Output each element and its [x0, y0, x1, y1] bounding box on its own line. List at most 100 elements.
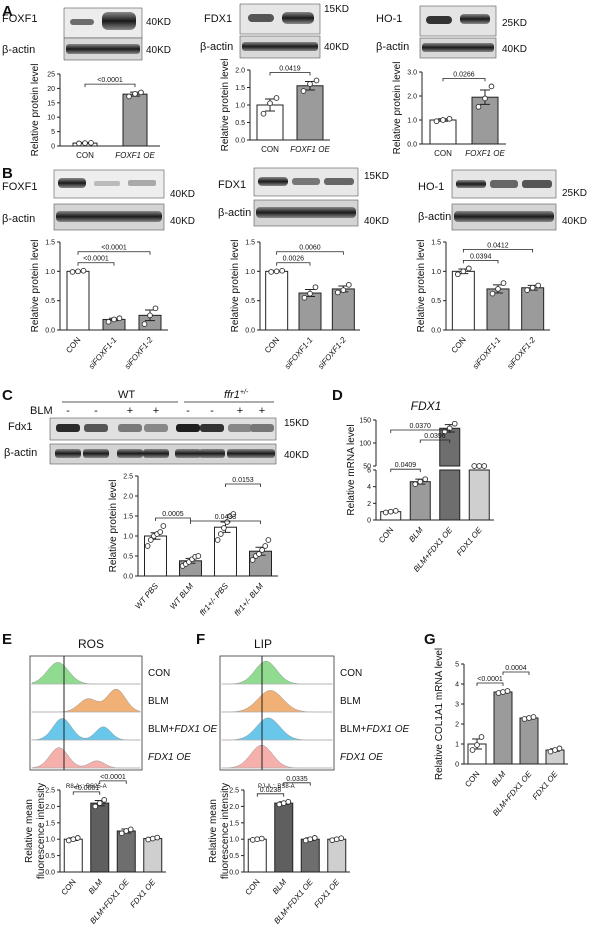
data-point: [481, 463, 488, 469]
data-point: [195, 553, 202, 559]
significance-bracket: [225, 483, 261, 487]
y-tick-label: 1.5: [45, 240, 55, 247]
y-tick-label: 2.5: [229, 788, 239, 795]
blot-band: [70, 19, 94, 25]
blot-bands-fdx1: [56, 424, 274, 432]
category-label: siFOXF1-2: [505, 335, 537, 371]
data-point: [526, 715, 532, 721]
p-value-label: 0.0394: [470, 253, 492, 260]
data-point: [101, 796, 108, 803]
hist-label: FDX1 OE: [340, 752, 383, 763]
data-point: [279, 267, 286, 274]
marker-40kd: 40KD: [146, 45, 171, 56]
y-tick-label: 1.5: [235, 85, 245, 92]
blot-band: [128, 180, 156, 186]
p-value-label: 0.0266: [453, 71, 475, 78]
p-value-label: 0.0433: [215, 514, 237, 521]
category-label: BLM: [407, 525, 425, 544]
data-point: [338, 835, 345, 842]
y-tick-label: 2.0: [123, 494, 133, 501]
blot-band: [143, 449, 169, 458]
label-foxf1: FOXF1: [2, 181, 37, 193]
hist-label: FDX1 OE: [148, 752, 191, 763]
category-label: BLM: [490, 769, 508, 788]
data-point: [217, 531, 224, 537]
bar: [327, 838, 347, 873]
significance-bracket: [77, 251, 151, 255]
category-label: WT PBS: [133, 581, 160, 611]
y-tick-label: 1.0: [431, 269, 441, 276]
blot-band: [292, 178, 320, 185]
category-label: FDX1 OE: [455, 525, 484, 558]
data-point: [469, 747, 476, 753]
y-tick-label: 2: [367, 501, 371, 508]
bar: [90, 802, 110, 873]
minus-sign: -: [66, 405, 70, 417]
data-point: [230, 511, 237, 517]
data-point: [249, 557, 256, 563]
label-ho1: HO-1: [376, 13, 402, 25]
data-point: [521, 716, 528, 722]
hist-label: BLM+FDX1 OE: [148, 724, 218, 735]
y-tick-label: 0.0: [407, 142, 417, 149]
bar: [468, 469, 490, 521]
data-point: [147, 312, 153, 319]
p-value-label: 0.0026: [283, 256, 305, 263]
y-tick-label: 15: [47, 100, 55, 107]
blot-band: [58, 178, 86, 188]
y-tick-label: 2: [455, 722, 459, 729]
blot-band: [242, 42, 318, 51]
significance-bracket: [256, 793, 285, 797]
bar: [66, 270, 90, 331]
data-point: [149, 835, 156, 842]
data-point: [440, 117, 446, 123]
category-label: FDX1 OE: [312, 877, 341, 910]
significance-bracket: [462, 260, 499, 264]
marker-40kd: 40KD: [502, 44, 527, 55]
plus-sign: +: [259, 405, 265, 417]
category-label: siFOXF1-2: [316, 335, 348, 371]
blot-band: [454, 211, 554, 222]
group-ffr1-label: ffr1+/-: [224, 389, 249, 401]
blot-band: [117, 449, 143, 458]
bar: [451, 270, 475, 331]
significance-bracket: [99, 780, 127, 784]
panel-label-b: B: [2, 165, 13, 182]
significance-bracket: [502, 671, 530, 675]
data-point: [285, 798, 292, 805]
hist-label: CON: [340, 668, 362, 679]
data-point: [82, 140, 88, 146]
chart-a1: 0 5 10 15 20 25 Relative protein level CON FOXF1…: [30, 64, 160, 160]
blot-band: [55, 449, 81, 458]
label-fdx1-mouse: Fdx1: [8, 421, 32, 433]
data-point: [260, 110, 267, 117]
plus-sign: +: [153, 405, 159, 417]
category-label: FOXF1 OE: [115, 151, 155, 160]
chart-c: 0.0 0.5 1.0 1.5 2.0 2.5 Relative protein level…: [108, 474, 278, 618]
bar: [331, 288, 355, 331]
significance-bracket: [72, 791, 101, 795]
y-tick-label: 2.0: [235, 68, 245, 75]
y-axis-label: Relative COL1A1 mRNA level: [434, 648, 445, 780]
data-point: [254, 836, 261, 843]
data-point: [392, 507, 399, 514]
data-point: [267, 100, 273, 107]
marker-25kd: 25KD: [562, 188, 587, 199]
blot-band: [200, 424, 224, 432]
data-point: [111, 316, 117, 323]
y-tick-label: 0.5: [123, 554, 133, 561]
y-tick-label: 1.5: [123, 514, 133, 521]
blot-b-ho1: HO-1 25KD β-actin 40KD: [418, 169, 587, 231]
data-point: [160, 523, 167, 529]
p-value-label: <0.0001: [477, 676, 503, 683]
y-tick-label: 6: [367, 468, 371, 475]
category-label: CON: [434, 149, 452, 158]
bar: [409, 481, 431, 521]
bar: [296, 85, 324, 141]
data-point: [268, 269, 275, 275]
bar: [274, 802, 294, 873]
p-value-label: 0.0004: [505, 665, 527, 672]
y-tick-label: 1.0: [407, 118, 417, 125]
blot-band: [176, 424, 200, 432]
